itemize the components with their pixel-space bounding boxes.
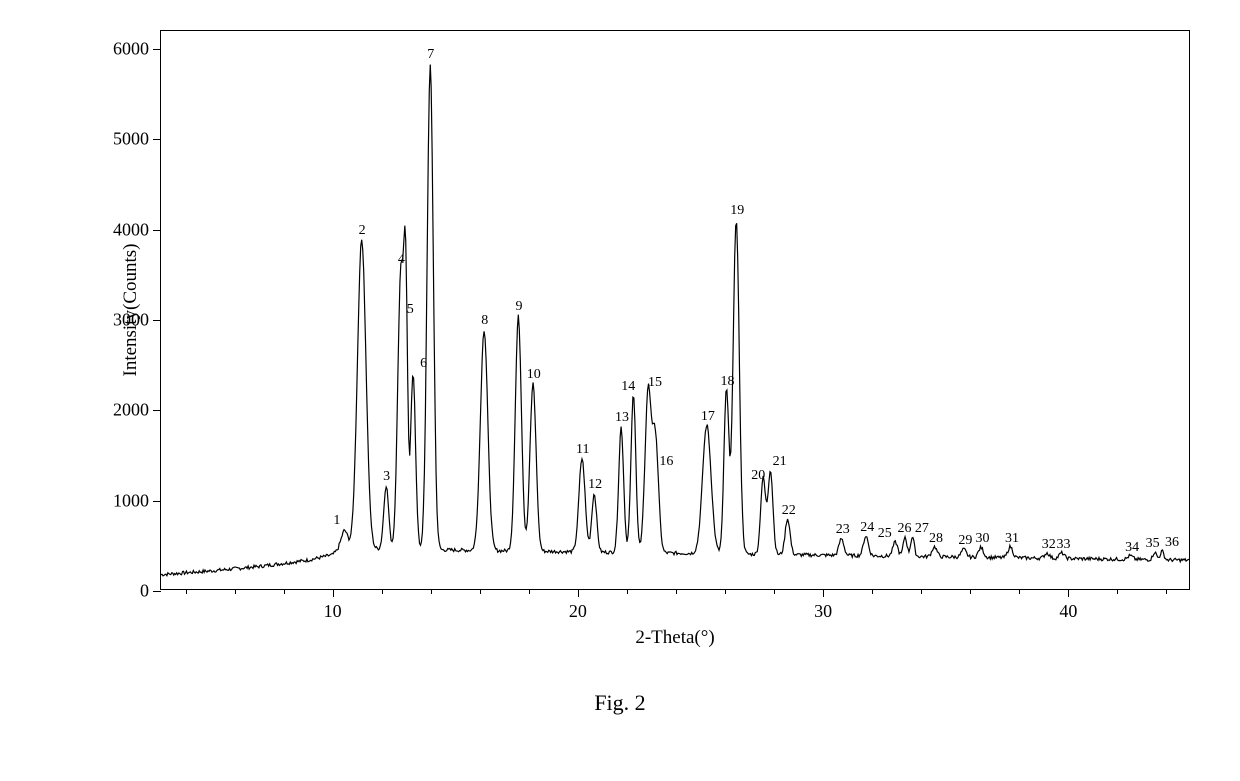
peak-label: 13	[615, 410, 629, 426]
x-tick-label: 30	[814, 601, 832, 622]
x-tick-minor	[676, 589, 677, 594]
peak-label: 27	[915, 521, 929, 537]
x-tick-label: 10	[324, 601, 342, 622]
peak-label: 5	[407, 302, 414, 318]
peak-label: 16	[659, 454, 673, 470]
x-tick-minor	[1166, 589, 1167, 594]
peak-label: 26	[898, 521, 912, 537]
peak-label: 20	[751, 468, 765, 484]
peak-label: 6	[420, 356, 427, 372]
peak-label: 24	[860, 520, 874, 536]
peak-label: 31	[1005, 531, 1019, 547]
peak-label: 9	[516, 299, 523, 315]
y-tick-label: 0	[140, 581, 149, 602]
x-tick-minor	[431, 589, 432, 594]
x-tick-minor	[382, 589, 383, 594]
x-tick-minor	[1117, 589, 1118, 594]
peak-label: 22	[782, 503, 796, 519]
x-tick-minor	[480, 589, 481, 594]
xrd-chart: Intensity(Counts) 2-Theta(°) 01000200030…	[100, 20, 1200, 640]
x-tick-minor	[186, 589, 187, 594]
y-tick	[153, 591, 161, 592]
peak-label: 32	[1042, 537, 1056, 553]
y-tick	[153, 139, 161, 140]
peak-label: 1	[333, 513, 340, 529]
peak-label: 33	[1056, 537, 1070, 553]
spectrum-trace	[161, 31, 1189, 589]
y-tick	[153, 49, 161, 50]
peak-label: 18	[721, 374, 735, 390]
peak-label: 23	[836, 522, 850, 538]
x-tick-minor	[872, 589, 873, 594]
x-axis-label: 2-Theta(°)	[635, 627, 714, 649]
x-tick-minor	[235, 589, 236, 594]
y-tick	[153, 410, 161, 411]
peak-label: 2	[359, 223, 366, 239]
peak-label: 4	[398, 252, 405, 268]
y-tick-label: 2000	[113, 400, 149, 421]
peak-label: 19	[730, 203, 744, 219]
x-tick	[578, 589, 579, 597]
figure-caption: Fig. 2	[594, 690, 645, 716]
peak-label: 17	[701, 409, 715, 425]
x-tick-label: 20	[569, 601, 587, 622]
y-tick	[153, 320, 161, 321]
peak-label: 34	[1125, 540, 1139, 556]
peak-label: 21	[773, 454, 787, 470]
plot-area: Intensity(Counts) 2-Theta(°) 01000200030…	[160, 30, 1190, 590]
x-tick-minor	[1019, 589, 1020, 594]
peak-label: 35	[1146, 536, 1160, 552]
peak-label: 12	[588, 477, 602, 493]
peak-label: 10	[527, 367, 541, 383]
x-tick-minor	[921, 589, 922, 594]
x-tick	[823, 589, 824, 597]
y-tick-label: 4000	[113, 219, 149, 240]
x-tick-minor	[284, 589, 285, 594]
x-tick-minor	[774, 589, 775, 594]
y-tick-label: 5000	[113, 129, 149, 150]
peak-label: 36	[1165, 535, 1179, 551]
peak-label: 14	[621, 379, 635, 395]
peak-label: 8	[481, 313, 488, 329]
peak-label: 30	[976, 531, 990, 547]
x-tick-minor	[529, 589, 530, 594]
y-tick-label: 6000	[113, 39, 149, 60]
x-tick-minor	[725, 589, 726, 594]
x-tick-label: 40	[1059, 601, 1077, 622]
y-tick	[153, 501, 161, 502]
y-tick-label: 3000	[113, 310, 149, 331]
peak-label: 7	[427, 47, 434, 63]
peak-label: 11	[576, 442, 589, 458]
peak-label: 3	[383, 469, 390, 485]
peak-label: 29	[958, 533, 972, 549]
y-tick-label: 1000	[113, 490, 149, 511]
y-tick	[153, 230, 161, 231]
peak-label: 25	[878, 526, 892, 542]
x-tick-minor	[627, 589, 628, 594]
x-tick-minor	[970, 589, 971, 594]
peak-label: 15	[648, 375, 662, 391]
peak-label: 28	[929, 531, 943, 547]
x-tick	[1068, 589, 1069, 597]
x-tick	[333, 589, 334, 597]
